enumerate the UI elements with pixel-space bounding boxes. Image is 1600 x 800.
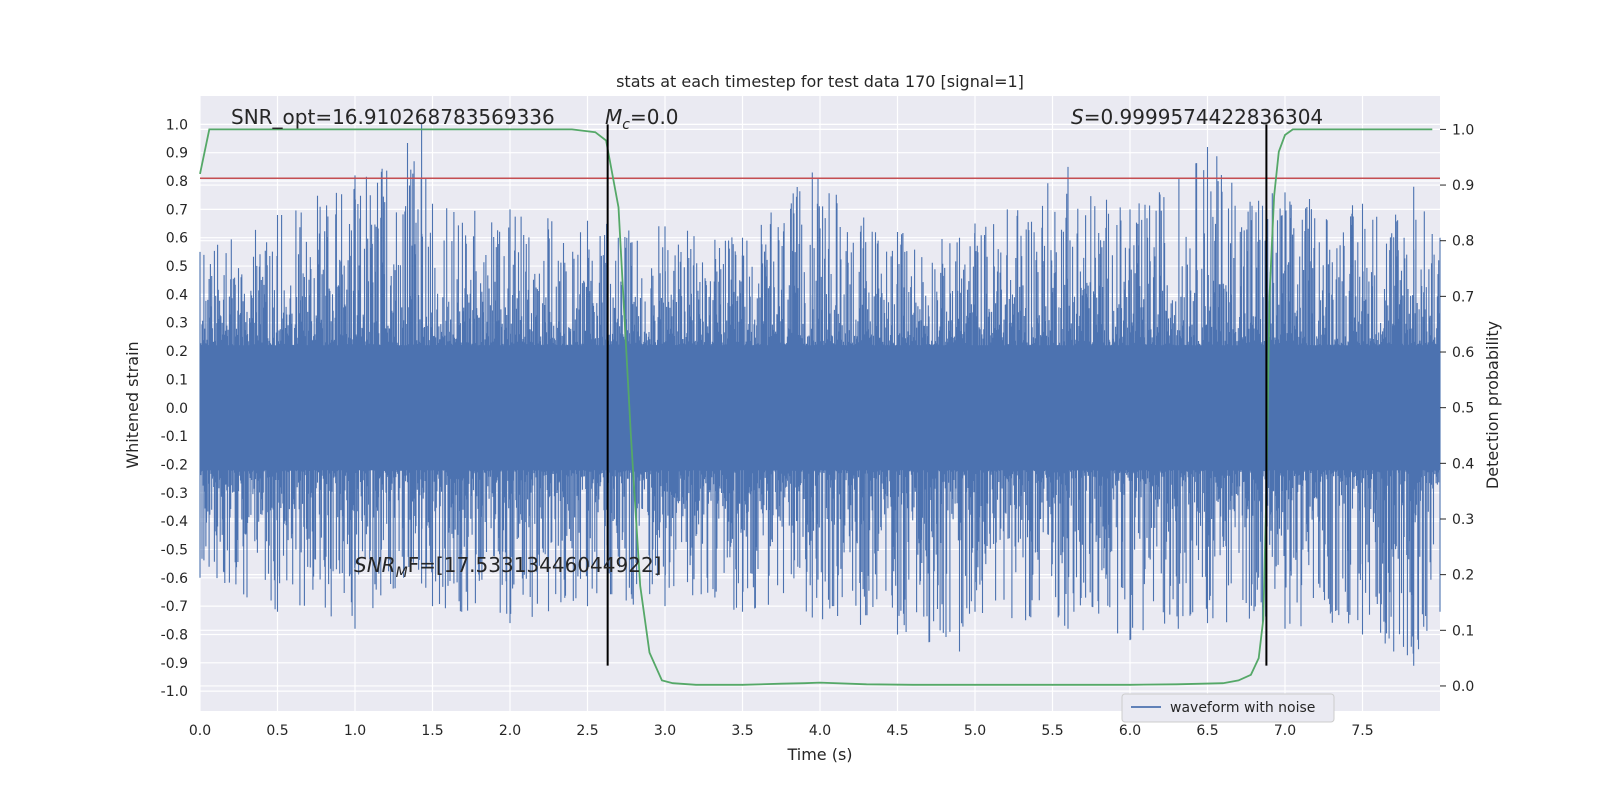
y-tick-label: -0.7 [161, 599, 188, 615]
y-tick-label: -0.5 [161, 542, 188, 558]
legend: waveform with noise [1121, 693, 1335, 723]
right-tick-label: 0.3 [1452, 512, 1474, 528]
y-tick-label: -0.6 [161, 571, 188, 587]
right-tick-label: 0.6 [1452, 345, 1474, 361]
right-tick-label: 0.1 [1452, 623, 1474, 639]
x-tick-label: 6.5 [1196, 723, 1218, 739]
y-tick-label: 0.7 [166, 202, 188, 218]
chart-title: stats at each timestep for test data 170… [616, 72, 1024, 91]
x-tick-label: 2.5 [576, 723, 598, 739]
y-tick-label: 0.0 [166, 401, 188, 417]
x-tick-label: 5.5 [1041, 723, 1063, 739]
score-annotation: S=0.9999574422836304 [1071, 105, 1323, 129]
y-tick-label: 0.9 [166, 146, 188, 162]
right-tick-label: 0.2 [1452, 568, 1474, 584]
marker-lines [606, 124, 1268, 666]
x-tick-label: 4.0 [809, 723, 831, 739]
y-tick-label: -1.0 [161, 684, 188, 700]
x-tick-label: 4.5 [886, 723, 908, 739]
y-tick-label: 0.8 [166, 174, 188, 190]
right-tick-label: 0.0 [1452, 679, 1474, 695]
legend-label-waveform: waveform with noise [1170, 700, 1315, 716]
x-tick-label: 7.0 [1274, 723, 1296, 739]
right-axis-label: Detection probability [1483, 321, 1502, 489]
y-tick-label: 0.2 [166, 344, 188, 360]
x-axis-ticks: 0.0 0.5 1.0 1.5 2.0 2.5 3.0 3.5 4.0 4.5 5.0 5.5 6.0 6… [189, 723, 1374, 739]
right-tick-label: 1.0 [1452, 122, 1474, 138]
x-tick-label: 0.0 [189, 723, 211, 739]
probability-line [199, 128, 1433, 686]
y-axis-label: Whitened strain [123, 341, 142, 468]
x-tick-label: 6.0 [1119, 723, 1141, 739]
y-axis-ticks: 1.0 0.9 0.8 0.7 0.6 0.5 0.4 0.3 0.2 0.1 0.0 -0.1 -0.… [161, 117, 188, 700]
y-tick-label: -0.3 [161, 486, 188, 502]
right-tick-label: 0.8 [1452, 234, 1474, 250]
x-tick-label: 7.5 [1351, 723, 1373, 739]
right-tick-label: 0.5 [1452, 401, 1474, 417]
y-tick-label: -0.9 [161, 656, 188, 672]
right-tick-label: 0.4 [1452, 456, 1474, 472]
right-tick-label: 0.7 [1452, 289, 1474, 305]
y-tick-label: -0.4 [161, 514, 188, 530]
right-axis-ticks: 1.0 0.9 0.8 0.7 0.6 0.5 0.4 0.3 0.2 0.1 0.0 [1440, 122, 1474, 695]
x-axis-label: Time (s) [786, 745, 852, 764]
right-tick-label: 0.9 [1452, 178, 1474, 194]
x-tick-label: 3.5 [731, 723, 753, 739]
strain-core-band [200, 345, 1440, 471]
x-tick-label: 3.0 [654, 723, 676, 739]
y-tick-label: 0.6 [166, 231, 188, 247]
probability-series [199, 128, 1433, 686]
x-tick-label: 2.0 [499, 723, 521, 739]
y-tick-label: 0.5 [166, 259, 188, 275]
x-tick-label: 1.5 [421, 723, 443, 739]
snr-opt-annotation: SNR_opt=16.910268783569336 [231, 105, 555, 129]
y-tick-label: 0.4 [166, 287, 188, 303]
x-tick-label: 5.0 [964, 723, 986, 739]
y-tick-label: 1.0 [166, 117, 188, 133]
legend-box [1121, 693, 1335, 723]
chirp-mass-annotation: Mc=0.0 [605, 105, 679, 133]
x-tick-label: 0.5 [266, 723, 288, 739]
y-tick-label: 0.1 [166, 372, 188, 388]
y-tick-label: 0.3 [166, 316, 188, 332]
y-tick-label: -0.2 [161, 457, 188, 473]
y-tick-label: -0.1 [161, 429, 188, 445]
x-tick-label: 1.0 [344, 723, 366, 739]
snr-mf-annotation: SNRMF=[17.53313446044922] [354, 553, 661, 581]
y-tick-label: -0.8 [161, 627, 188, 643]
strain-series [199, 124, 1441, 666]
